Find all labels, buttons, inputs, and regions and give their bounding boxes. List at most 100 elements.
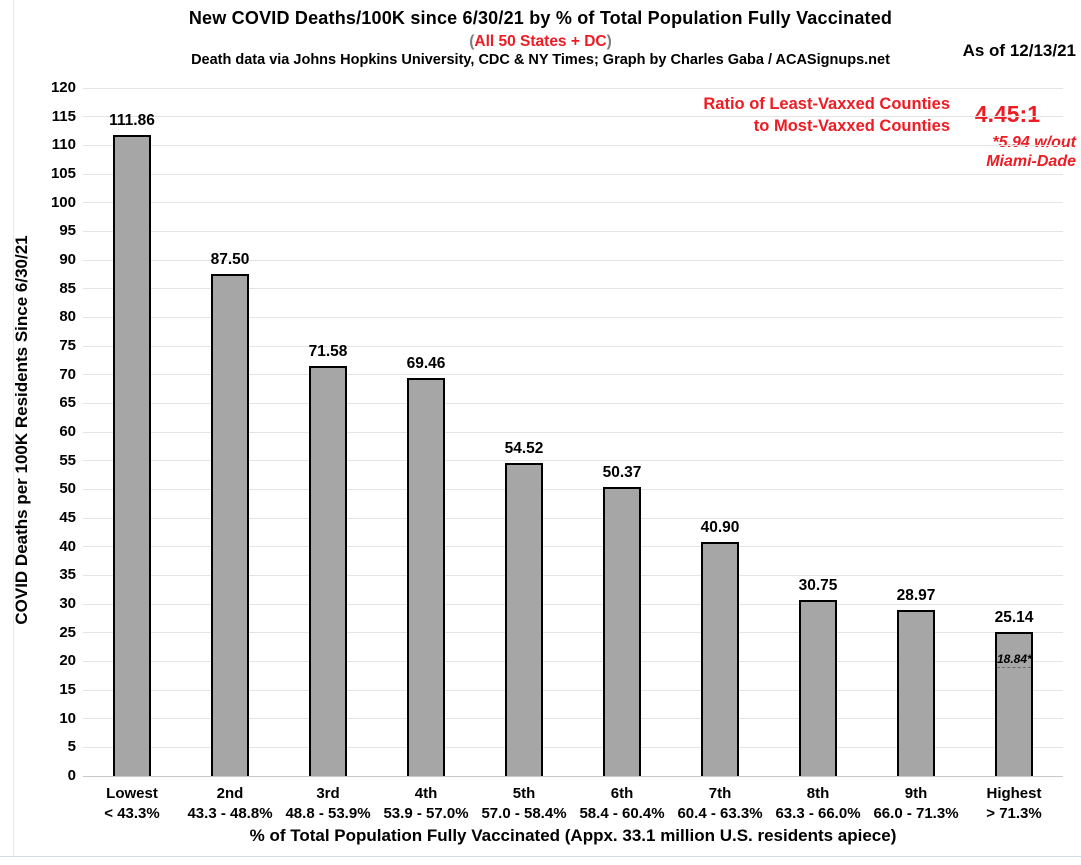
- ratio-label-line1: Ratio of Least-Vaxxed Counties: [703, 95, 950, 113]
- y-tick-label: 95: [59, 222, 76, 240]
- y-tick-label: 55: [59, 451, 76, 469]
- y-tick-label: 65: [59, 394, 76, 412]
- bar-slot: 28.97: [867, 88, 965, 776]
- gridline: [83, 689, 1063, 691]
- gridline: [83, 431, 1063, 433]
- bar-slot: 111.86: [83, 88, 181, 776]
- bar-slot: 87.50: [181, 88, 279, 776]
- y-tick-label: 10: [59, 709, 76, 727]
- gridline: [83, 230, 1063, 232]
- subtitle-text: All 50 States + DC: [474, 33, 607, 50]
- x-category-label: 7th 60.4 - 63.3%: [671, 784, 769, 824]
- y-tick-label: 20: [59, 652, 76, 670]
- y-tick-label: 25: [59, 623, 76, 641]
- ratio-label-line2: to Most-Vaxxed Counties: [753, 117, 950, 135]
- y-tick-label: 45: [59, 509, 76, 526]
- x-category-range: 43.3 - 48.8%: [187, 805, 273, 822]
- bar: 18.84*: [995, 631, 1033, 776]
- y-tick-label: 85: [59, 279, 76, 297]
- bar: [407, 377, 445, 776]
- x-category-tier: 9th: [904, 785, 928, 802]
- sheet-edge-line-bottom: [0, 856, 1081, 857]
- y-tick-label: 90: [59, 251, 76, 268]
- y-tick-label: 120: [50, 79, 76, 96]
- x-category-tier: 5th: [512, 785, 536, 802]
- x-category-range: < 43.3%: [104, 805, 160, 822]
- y-tick-label: 115: [51, 107, 76, 125]
- x-category-label: 3rd 48.8 - 53.9%: [279, 784, 377, 824]
- chart-subtitle: (All 50 States + DC): [0, 33, 1081, 51]
- gridline: [83, 259, 1063, 261]
- plot-area: 111.86 87.50 71.58 69.46 54.52 50.37 40.90 30.7…: [83, 87, 1063, 777]
- gridline: [83, 632, 1063, 634]
- gridline: [83, 402, 1063, 404]
- x-category-range: 66.0 - 71.3%: [873, 805, 959, 822]
- y-tick-label: 0: [67, 767, 76, 784]
- bar-slot: 18.84* 25.14: [965, 88, 1063, 776]
- x-category-tier: 4th: [414, 785, 438, 802]
- bar: [701, 541, 739, 776]
- y-tick-label: 30: [59, 595, 76, 612]
- y-tick-label: 60: [59, 423, 76, 440]
- y-tick-label: 75: [59, 337, 76, 354]
- x-category-label: 6th 58.4 - 60.4%: [573, 784, 671, 824]
- x-category-range: 48.8 - 53.9%: [285, 805, 371, 822]
- gridline: [83, 517, 1063, 519]
- y-axis-tick-labels: 0 5 10 15 20 25 30 35 40 45 50 55 60 65 70 75 80 85 90 95 10…: [0, 79, 76, 784]
- chart-title: New COVID Deaths/100K since 6/30/21 by %…: [188, 8, 893, 28]
- bar-value-label: 87.50: [210, 251, 250, 269]
- bar-value-label: 28.97: [896, 586, 936, 604]
- x-category-tier: 8th: [806, 785, 830, 802]
- bar-value-label: 40.90: [700, 518, 740, 536]
- bar-value-label: 69.46: [406, 354, 446, 372]
- x-axis-category-labels: Lowest < 43.3% 2nd 43.3 - 48.8% 3rd 48.8 - 53…: [83, 784, 1063, 826]
- bar-value-label: 71.58: [308, 342, 348, 360]
- x-axis-baseline: [83, 775, 1063, 777]
- x-category-tier: 2nd: [216, 785, 244, 802]
- gridline: [83, 345, 1063, 347]
- bar-value-label: 54.52: [504, 440, 544, 458]
- bar-value-label: 25.14: [994, 608, 1034, 626]
- inner-marker-line: [997, 666, 1031, 668]
- x-axis-title: % of Total Population Fully Vaccinated (…: [249, 826, 897, 845]
- x-category-range: 60.4 - 63.3%: [677, 805, 763, 822]
- x-category-tier: 7th: [708, 785, 732, 802]
- x-category-label: Highest > 71.3%: [965, 784, 1063, 824]
- x-category-range: 53.9 - 57.0%: [383, 805, 469, 822]
- gridline: [83, 173, 1063, 175]
- gridline: [83, 316, 1063, 318]
- gridline: [83, 718, 1063, 720]
- x-category-tier: 3rd: [316, 785, 340, 802]
- gridline: [83, 746, 1063, 748]
- gridline: [83, 144, 1063, 146]
- bar-value-label: 50.37: [602, 464, 642, 482]
- y-tick-label: 100: [50, 193, 76, 211]
- y-tick-label: 50: [59, 480, 76, 498]
- gridline: [83, 546, 1063, 548]
- gridline: [83, 574, 1063, 576]
- inner-marker-label: 18.84*: [997, 651, 1032, 666]
- x-category-label: 4th 53.9 - 57.0%: [377, 784, 475, 824]
- bar-slot: 30.75: [769, 88, 867, 776]
- bar: [603, 487, 641, 776]
- ratio-value: 4.45:1: [974, 101, 1040, 127]
- gridline: [83, 288, 1063, 290]
- x-category-tier: 6th: [610, 785, 634, 802]
- gridline: [83, 116, 1063, 118]
- ratio-annotation-label: Ratio of Least-Vaxxed Counties to Most-V…: [703, 93, 950, 137]
- bar: [505, 463, 543, 776]
- gridline: [83, 374, 1063, 376]
- y-tick-label: 110: [51, 136, 76, 154]
- x-category-label: 2nd 43.3 - 48.8%: [181, 784, 279, 824]
- bar: [113, 134, 151, 776]
- y-tick-label: 35: [59, 566, 76, 584]
- ratio-footnote-line2: Miami-Dade: [986, 153, 1076, 170]
- x-category-label: 9th 66.0 - 71.3%: [867, 784, 965, 824]
- sheet-edge-line-vertical: [13, 0, 14, 857]
- bar-value-label: 111.86: [109, 111, 155, 129]
- gridline: [83, 603, 1063, 605]
- gridline: [83, 460, 1063, 462]
- bar-value-label: 30.75: [798, 576, 838, 594]
- x-category-tier: Lowest: [106, 785, 158, 802]
